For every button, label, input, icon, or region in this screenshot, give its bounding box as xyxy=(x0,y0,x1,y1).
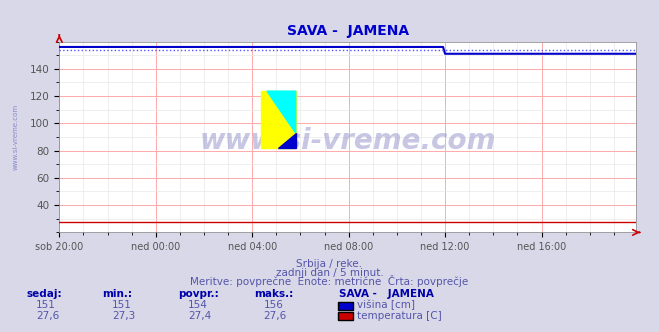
Text: maks.:: maks.: xyxy=(254,289,293,299)
Text: Meritve: povprečne  Enote: metrične  Črta: povprečje: Meritve: povprečne Enote: metrične Črta:… xyxy=(190,275,469,287)
Polygon shape xyxy=(279,133,296,148)
Text: SAVA -   JAMENA: SAVA - JAMENA xyxy=(339,289,434,299)
Title: SAVA -  JAMENA: SAVA - JAMENA xyxy=(287,24,409,38)
Text: 27,6: 27,6 xyxy=(36,311,59,321)
Text: 27,3: 27,3 xyxy=(112,311,135,321)
Text: sedaj:: sedaj: xyxy=(26,289,62,299)
Text: min.:: min.: xyxy=(102,289,132,299)
Text: www.si-vreme.com: www.si-vreme.com xyxy=(13,104,19,170)
Text: zadnji dan / 5 minut.: zadnji dan / 5 minut. xyxy=(275,268,384,278)
Text: povpr.:: povpr.: xyxy=(178,289,219,299)
Polygon shape xyxy=(261,91,296,148)
Text: 151: 151 xyxy=(112,300,132,310)
Text: Srbija / reke.: Srbija / reke. xyxy=(297,259,362,269)
Text: 151: 151 xyxy=(36,300,56,310)
Text: 156: 156 xyxy=(264,300,283,310)
Text: 27,4: 27,4 xyxy=(188,311,211,321)
Text: temperatura [C]: temperatura [C] xyxy=(357,311,442,321)
Text: višina [cm]: višina [cm] xyxy=(357,300,415,310)
Text: 27,6: 27,6 xyxy=(264,311,287,321)
Text: 154: 154 xyxy=(188,300,208,310)
Text: www.si-vreme.com: www.si-vreme.com xyxy=(200,127,496,155)
Polygon shape xyxy=(267,91,296,133)
